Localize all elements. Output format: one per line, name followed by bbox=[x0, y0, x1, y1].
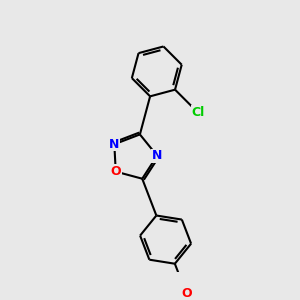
Text: N: N bbox=[152, 149, 162, 162]
Text: O: O bbox=[110, 165, 121, 178]
Text: Cl: Cl bbox=[191, 106, 205, 119]
Text: N: N bbox=[109, 138, 119, 151]
Text: O: O bbox=[181, 287, 192, 300]
